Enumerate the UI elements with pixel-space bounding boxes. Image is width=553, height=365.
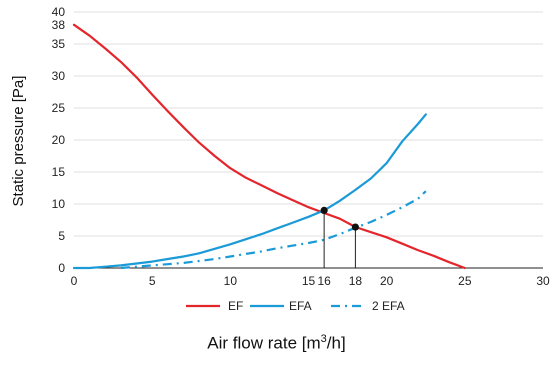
x-tick-label-0: 0 [71, 274, 78, 288]
y-tick-label-25: 25 [52, 101, 66, 115]
x-tick-label-30: 30 [536, 274, 550, 288]
series-line-ef [72, 23, 466, 270]
legend-label-ef: EF [228, 299, 243, 313]
x-tick-labels: 0 5 10 15 16 18 20 25 30 [71, 274, 550, 288]
marker-group [320, 206, 359, 231]
x-axis-label-main: Air flow rate [m [207, 333, 321, 353]
intersection-marker-1 [351, 223, 359, 231]
x-axis-label: Air flow rate [m3/h] [0, 333, 553, 354]
y-tick-label-15: 15 [52, 165, 66, 179]
x-tick-label-18: 18 [349, 274, 363, 288]
y-axis-label: Static pressure [Pa] [10, 76, 27, 207]
x-tick-label-20: 20 [380, 274, 394, 288]
legend: EF EFA 2 EFA [186, 299, 405, 313]
x-tick-label-25: 25 [458, 274, 472, 288]
y-tick-label-30: 30 [52, 69, 66, 83]
y-tick-label-35: 35 [52, 37, 66, 51]
y-tick-label-20: 20 [52, 133, 66, 147]
y-tick-label-0: 0 [58, 261, 65, 275]
legend-label-efa: EFA [289, 299, 312, 313]
x-axis-label-tail: /h] [326, 333, 346, 353]
grid-lines [74, 11, 543, 269]
x-tick-label-15: 15 [302, 274, 316, 288]
legend-label-2-efa: 2 EFA [372, 299, 405, 313]
y-tick-label-38: 38 [52, 18, 66, 32]
x-tick-label-5: 5 [149, 274, 156, 288]
x-axis-label-sup: 3 [320, 333, 327, 345]
series-group [72, 23, 466, 270]
series-line-2-efa [120, 190, 427, 270]
x-tick-label-10: 10 [224, 274, 238, 288]
x-tick-label-16: 16 [317, 274, 331, 288]
series-line-efa [72, 113, 427, 270]
y-tick-label-40: 40 [52, 5, 66, 19]
y-tick-label-10: 10 [52, 197, 66, 211]
marker-drop-lines [323, 210, 356, 268]
y-tick-label-5: 5 [58, 229, 65, 243]
intersection-marker-0 [320, 206, 328, 214]
